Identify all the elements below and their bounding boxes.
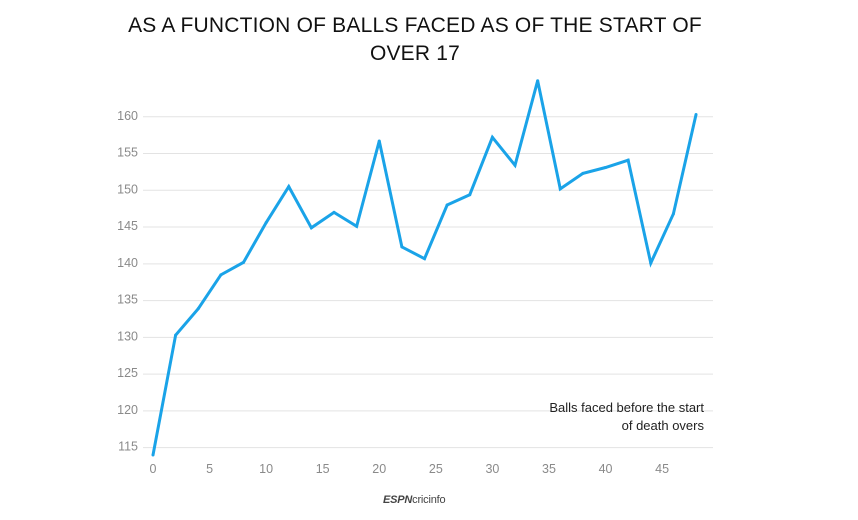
y-tick-label: 160 bbox=[117, 109, 138, 123]
y-tick-label: 120 bbox=[117, 403, 138, 417]
y-tick-label: 130 bbox=[117, 329, 138, 343]
x-tick-label: 10 bbox=[259, 462, 273, 476]
x-tick-label: 20 bbox=[372, 462, 386, 476]
y-tick-label: 140 bbox=[117, 256, 138, 270]
x-tick-label: 45 bbox=[655, 462, 669, 476]
espncricinfo-logo: ESPNcricinfo bbox=[383, 494, 446, 506]
x-tick-label: 0 bbox=[150, 462, 157, 476]
y-tick-label: 125 bbox=[117, 366, 138, 380]
series-group bbox=[151, 79, 698, 457]
data-point bbox=[671, 212, 675, 216]
y-axis-tick-labels: 115 120 125 130 135 140 145 150 155 160 bbox=[117, 109, 138, 454]
chart-title: AS A FUNCTION OF BALLS FACED AS OF THE S… bbox=[128, 14, 702, 65]
x-tick-label: 15 bbox=[316, 462, 330, 476]
data-point bbox=[490, 135, 494, 139]
grid-lines bbox=[143, 116, 713, 449]
x-tick-label: 25 bbox=[429, 462, 443, 476]
data-point bbox=[536, 79, 540, 83]
data-point bbox=[423, 257, 427, 261]
data-point bbox=[513, 163, 517, 167]
data-point bbox=[332, 210, 336, 214]
data-point bbox=[264, 221, 268, 225]
annotation-line-1: Balls faced before the start bbox=[549, 400, 704, 415]
data-point bbox=[242, 260, 246, 264]
x-tick-label: 30 bbox=[485, 462, 499, 476]
data-point bbox=[309, 226, 313, 230]
data-point bbox=[468, 193, 472, 197]
data-point bbox=[558, 187, 562, 191]
logo-cricinfo-text: cricinfo bbox=[412, 494, 446, 506]
data-point bbox=[649, 261, 653, 265]
x-tick-label: 5 bbox=[206, 462, 213, 476]
annotation-line-2: of death overs bbox=[621, 418, 704, 433]
x-tick-label: 40 bbox=[599, 462, 613, 476]
data-point bbox=[196, 307, 200, 311]
data-point bbox=[174, 333, 178, 337]
data-point bbox=[626, 158, 630, 162]
x-axis-tick-labels: 0 5 10 15 20 25 30 35 40 45 bbox=[150, 462, 670, 476]
data-point bbox=[445, 203, 449, 207]
y-tick-label: 145 bbox=[117, 219, 138, 233]
data-point bbox=[400, 245, 404, 249]
data-point bbox=[604, 166, 608, 169]
y-tick-label: 150 bbox=[117, 182, 138, 196]
data-point bbox=[219, 273, 223, 277]
data-point bbox=[355, 224, 359, 228]
data-point bbox=[581, 171, 585, 175]
x-tick-label: 35 bbox=[542, 462, 556, 476]
data-point bbox=[151, 453, 155, 457]
y-tick-label: 135 bbox=[117, 293, 138, 307]
data-point bbox=[694, 113, 698, 117]
data-point bbox=[377, 139, 381, 143]
data-point bbox=[287, 185, 291, 189]
y-tick-label: 115 bbox=[118, 440, 138, 454]
y-tick-label: 155 bbox=[117, 146, 138, 160]
chart-annotation: Balls faced before the start of death ov… bbox=[484, 399, 704, 435]
logo-espn-text: ESPN bbox=[383, 494, 413, 506]
